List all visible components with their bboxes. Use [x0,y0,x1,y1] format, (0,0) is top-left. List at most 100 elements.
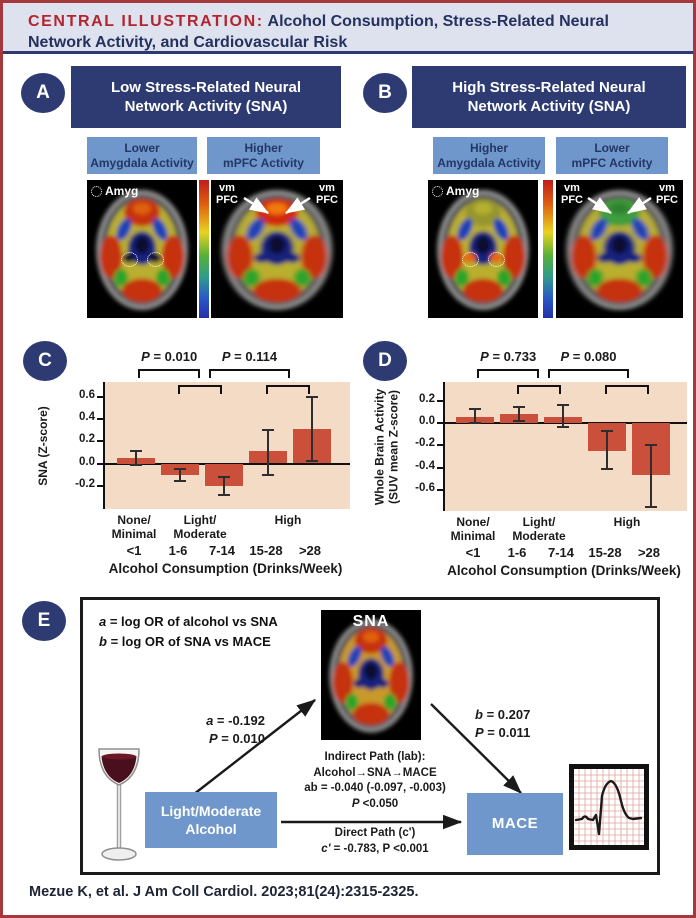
panel-label-a: A [21,73,65,113]
error-bar [562,405,564,427]
pet-brain-image [87,180,197,318]
error-bar-cap [557,425,569,428]
path-b-value: b = 0.207 [475,707,531,722]
p-value-bracket [547,369,630,378]
panel-label-c: C [23,341,67,381]
path-arrows [188,699,522,830]
path-b-coefficient: b = 0.207 P = 0.011 [475,706,585,741]
y-tick-mark [437,399,443,402]
error-bar-cap [130,463,142,466]
vmpfc-label-right: vm PFC [656,182,678,206]
y-tick-label: 0.4 [79,411,95,424]
direct-path-title: Direct Path (c') [334,827,416,839]
pet-colorbar [199,180,209,318]
mediation-legend: a = log OR of alcohol vs SNA b = log OR … [99,612,278,651]
x-tick-label: >28 [637,545,661,560]
chart-plot-area [443,382,687,511]
error-bar [474,408,476,424]
panel-a-subheader-mpfc: Higher mPFC Activity [207,137,320,174]
figure-title-band: CENTRAL ILLUSTRATION: Alcohol Consumptio… [3,3,693,54]
group-bracket [266,385,310,394]
error-bar-cap [557,404,569,407]
error-bar [650,445,652,507]
y-tick-mark [437,444,443,447]
y-tick-label: 0.6 [79,389,95,401]
indirect-path-block: Indirect Path (lab): Alcohol→SNA→MACE ab… [275,750,475,812]
x-tick-label: <1 [465,545,481,560]
amygdala-marker-left [121,252,138,267]
brain-scan-low-amygdala: Amyg [87,180,197,318]
error-bar-cap [469,422,481,425]
x-tick-label: 7-14 [547,545,575,560]
error-bar [267,430,269,475]
error-bar [179,469,181,482]
error-bar-cap [130,450,142,453]
error-bar-cap [306,460,318,463]
amygdala-label: Amyg [446,184,480,198]
error-bar-cap [262,473,274,476]
y-tick-label: -0.2 [415,437,435,450]
panel-label-d: D [363,341,407,381]
x-tick-label: 1-6 [507,545,527,560]
panel-b-header: High Stress-Related Neural Network Activ… [412,66,686,128]
error-bar [135,451,137,465]
error-bar-cap [469,407,481,410]
y-tick-mark [437,466,443,469]
title-prefix: CENTRAL ILLUSTRATION: [28,13,264,30]
x-axis-label: Alcohol Consumption (Drinks/Week) [108,561,343,576]
y-tick-label: -0.6 [415,481,435,494]
brain-scan-low-mpfc: vm PFC vm PFC [556,180,683,318]
x-tick-label: >28 [298,543,322,558]
brain-scan-sna: SNA [321,610,421,740]
title-text: Alcohol Consumption, Stress-Related Neur… [28,13,609,52]
y-tick-mark [97,396,103,398]
dotted-circle-icon [432,185,443,197]
bar [205,463,243,486]
pet-colorbar [543,180,553,318]
x-axis-label: Alcohol Consumption (Drinks/Week) [447,563,681,578]
alcohol-box: Light/Moderate Alcohol [145,792,277,848]
p-value-label: P = 0.010 [141,349,198,364]
direct-path-estimate: c' = -0.783, P <0.001 [321,842,429,855]
path-a-pvalue: P = 0.010 [208,730,265,746]
dotted-circle-icon [91,185,102,197]
panel-a-subheader-amygdala: Lower Amygdala Activity [87,137,197,174]
p-value-bracket [138,369,200,378]
amygdala-marker-right [488,252,505,267]
y-axis-label: SNA (Z-score) [35,405,50,486]
error-bar-cap [218,493,230,496]
error-bar-cap [645,505,657,508]
group-bracket [605,385,649,394]
panel-label-e: E [22,601,66,641]
y-tick-mark [97,440,103,443]
group-label: None/ Minimal [450,515,496,543]
path-a-value: a = -0.192 [206,713,265,728]
p-value-label: P = 0.733 [480,349,537,364]
ecg-trace-icon [569,764,649,850]
y-tick-label: -0.4 [415,459,435,472]
error-bar-cap [645,444,657,447]
bar-chart-whole-brain-by-alcohol: 0.2 0.0 -0.2 -0.4 -0.6 Whole Brain Activity (… [373,349,687,578]
error-bar-cap [174,468,186,471]
p-value-bracket [208,369,291,378]
citation: Mezue K, et al. J Am Coll Cardiol. 2023;… [29,884,419,900]
indirect-path-chain: Alcohol→SNA→MACE [313,766,437,779]
path-a-coefficient: a = -0.192 P = 0.010 [105,712,265,747]
y-tick-label: 0.0 [419,415,435,428]
p-value-label: P = 0.114 [221,349,278,364]
indirect-path-estimate: ab = -0.040 (-0.097, -0.003) [304,782,446,795]
error-bar [606,430,608,469]
direct-path-block: Direct Path (c') c' = -0.783, P <0.001 [275,826,475,857]
error-bar-cap [601,467,613,470]
bar-chart-sna-by-alcohol: 0.6 0.4 0.2 0.0 -0.2 SNA (Z-score) P = 0.010 P … [36,349,350,576]
group-label: High [613,515,641,529]
y-tick-mark [437,488,443,491]
y-tick-mark [97,462,103,465]
error-bar-cap [218,475,230,478]
vmpfc-label-right: vm PFC [316,182,338,206]
amygdala-tag: Amyg [432,184,479,198]
error-bar [311,397,313,462]
amygdala-marker-right [147,252,164,267]
wine-glass-icon [98,748,140,861]
